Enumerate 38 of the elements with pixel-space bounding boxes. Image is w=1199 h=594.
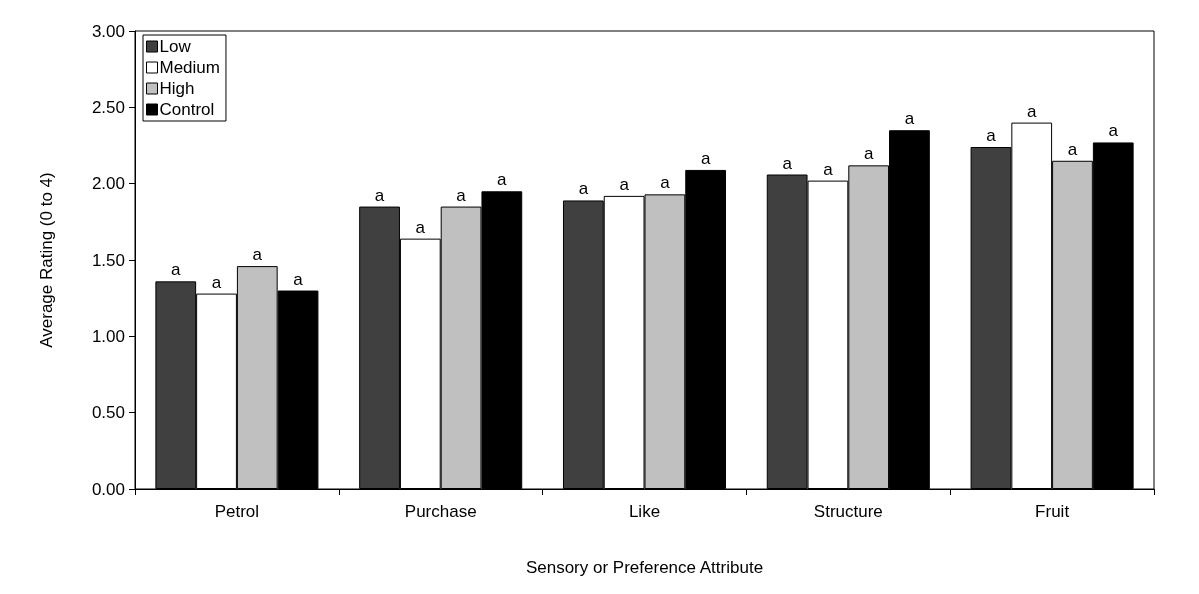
y-tick-label: 0.00 <box>91 479 125 499</box>
data-label: a <box>456 185 467 205</box>
y-tick-label: 0.50 <box>91 403 125 423</box>
y-tick-label: 2.00 <box>91 174 125 194</box>
y-tick-label: 3.00 <box>91 21 125 41</box>
y-axis-title: Average Rating (0 to 4) <box>37 172 56 348</box>
data-label: a <box>700 148 711 168</box>
data-label: a <box>1108 121 1119 141</box>
data-label: a <box>619 174 630 194</box>
data-label: a <box>171 260 182 280</box>
x-axis-title: Sensory or Preference Attribute <box>525 558 764 577</box>
data-label: a <box>578 179 589 199</box>
y-tick-label: 1.00 <box>91 326 125 346</box>
data-label: a <box>660 173 671 193</box>
legend-label: High <box>159 79 195 98</box>
x-tick-label: Petrol <box>214 502 260 521</box>
data-label: a <box>252 245 263 265</box>
data-label: a <box>1067 139 1078 159</box>
legend-label: Medium <box>159 58 220 77</box>
x-tick-label: Like <box>628 502 661 521</box>
data-label: a <box>497 170 508 190</box>
legend-label: Control <box>159 100 215 119</box>
data-label: a <box>293 269 304 289</box>
data-label: a <box>1026 101 1037 121</box>
data-label: a <box>904 109 915 129</box>
y-tick-label: 2.50 <box>91 97 125 117</box>
y-tick-label: 1.50 <box>91 250 125 270</box>
data-label: a <box>823 159 834 179</box>
legend-label: Low <box>159 37 192 56</box>
x-tick-label: Purchase <box>404 502 477 521</box>
data-label: a <box>986 126 997 146</box>
data-label: a <box>211 272 222 292</box>
x-tick-label: Fruit <box>1035 502 1070 521</box>
data-label: a <box>782 153 793 173</box>
data-label: a <box>863 144 874 164</box>
data-label: a <box>415 217 426 237</box>
data-label: a <box>374 185 385 205</box>
x-tick-label: Structure <box>813 502 883 521</box>
